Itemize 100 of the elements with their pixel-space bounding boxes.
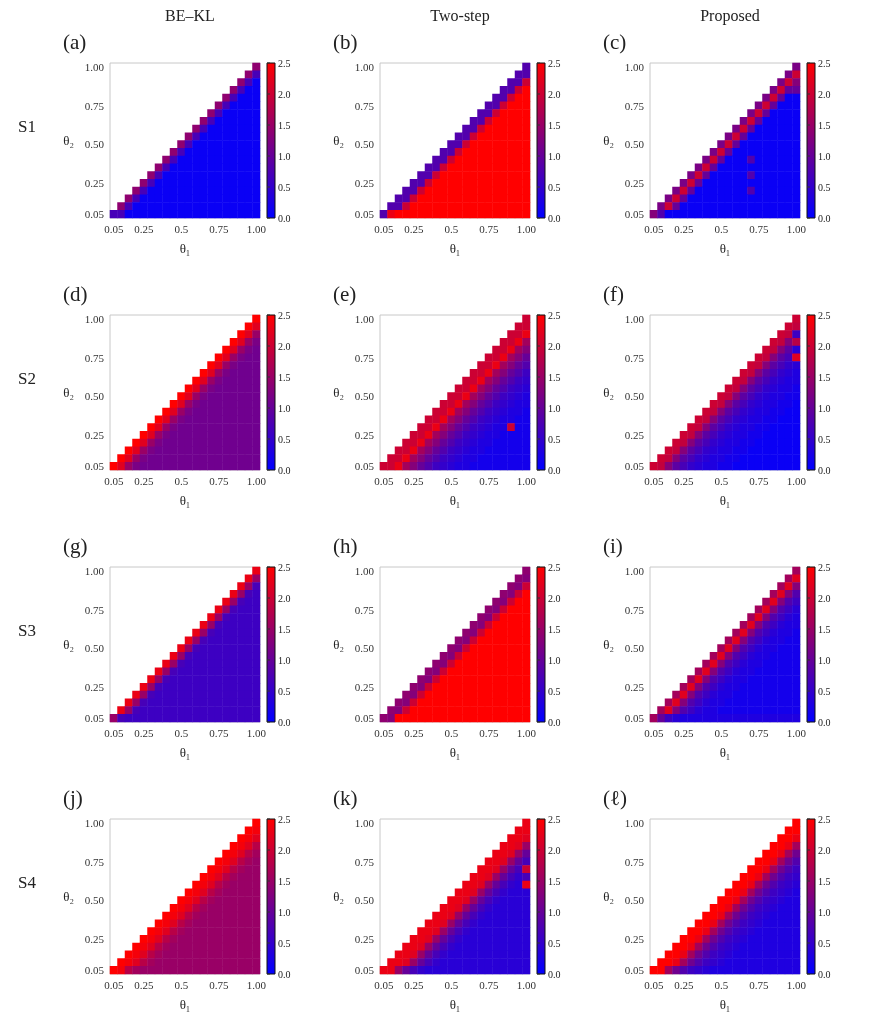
color-bar-label: 2.0 [278, 844, 291, 856]
y-tick-label: 1.00 [354, 816, 375, 829]
y-tick-label: 0.50 [624, 894, 645, 907]
y-tick-label: 0.75 [354, 351, 375, 364]
color-bar-label: 0.5 [818, 181, 831, 193]
y-tick-label: 0.25 [354, 177, 375, 190]
x-axis-title: θ₁ [449, 997, 461, 1012]
y-axis-title: θ₂ [603, 385, 614, 400]
x-tick-label: 0.25 [674, 222, 694, 235]
x-axis-title: θ₁ [449, 493, 461, 508]
chart-title: Proposed [700, 6, 760, 25]
color-bar-label: 1.5 [278, 875, 291, 887]
y-tick-label: 0.25 [354, 933, 375, 946]
y-tick-label: 0.50 [84, 390, 105, 403]
x-tick-label: 0.25 [404, 222, 424, 235]
y-tick-label: 0.50 [354, 642, 375, 655]
x-tick-label: 0.75 [479, 978, 499, 991]
y-tick-label: 0.50 [84, 138, 105, 151]
y-tick-label: 0.05 [354, 964, 375, 977]
chart-subtitle: (c) [603, 29, 627, 54]
x-tick-label: 0.05 [104, 978, 124, 991]
y-tick-label: 0.05 [84, 712, 105, 725]
x-tick-label: 0.5 [444, 222, 459, 235]
y-tick-label: 0.50 [354, 894, 375, 907]
x-tick-label: 0.25 [134, 474, 154, 487]
color-bar-label: 2.0 [548, 340, 561, 352]
y-tick-label: 1.00 [84, 564, 105, 577]
color-bar-label: 2.5 [278, 309, 291, 321]
text: S4 [18, 873, 37, 892]
y-tick-label: 0.75 [84, 855, 105, 868]
color-bar-label: 0.5 [278, 685, 291, 697]
y-tick-label: 0.05 [354, 208, 375, 221]
x-tick-label: 0.05 [644, 726, 664, 739]
color-bar-label: 0.0 [548, 968, 561, 980]
color-bar-label: 0.5 [548, 181, 561, 193]
color-bar-label: 2.0 [548, 592, 561, 604]
y-tick-label: 0.50 [354, 390, 375, 403]
y-tick-label: 0.50 [624, 642, 645, 655]
color-bar-label: 0.0 [548, 464, 561, 476]
color-bar-label: 2.0 [818, 340, 831, 352]
x-tick-label: 0.75 [479, 726, 499, 739]
x-tick-label: 1.00 [246, 474, 267, 487]
x-tick-label: 0.75 [749, 726, 769, 739]
y-tick-label: 0.75 [624, 855, 645, 868]
y-tick-label: 1.00 [354, 564, 375, 577]
y-tick-label: 0.75 [624, 99, 645, 112]
y-tick-label: 0.05 [354, 460, 375, 473]
x-tick-label: 0.75 [749, 222, 769, 235]
y-axis-title: θ₂ [63, 889, 74, 904]
x-tick-label: 1.00 [246, 222, 267, 235]
y-tick-label: 0.25 [624, 429, 645, 442]
y-tick-label: 0.25 [624, 681, 645, 694]
x-tick-label: 0.5 [714, 978, 729, 991]
color-bar-label: 1.0 [548, 402, 561, 414]
x-tick-label: 0.25 [674, 726, 694, 739]
x-tick-label: 0.05 [374, 222, 394, 235]
y-tick-label: 0.50 [624, 390, 645, 403]
color-bar-label: 1.5 [548, 371, 561, 383]
x-axis-title: θ₁ [449, 745, 461, 760]
y-axis-title: θ₂ [63, 637, 74, 652]
y-tick-label: 0.05 [624, 208, 645, 221]
color-bar-label: 2.0 [548, 844, 561, 856]
x-tick-label: 0.25 [674, 978, 694, 991]
x-axis-title: θ₁ [179, 745, 191, 760]
color-bar-label: 1.0 [548, 906, 561, 918]
color-bar-label: 1.5 [818, 119, 831, 131]
x-tick-label: 0.05 [374, 474, 394, 487]
x-axis-title: θ₁ [719, 997, 731, 1012]
color-bar-label: 2.0 [278, 340, 291, 352]
y-axis-title: θ₂ [333, 385, 344, 400]
x-tick-label: 1.00 [786, 474, 807, 487]
x-tick-label: 0.5 [174, 474, 189, 487]
color-bar-label: 1.5 [278, 119, 291, 131]
color-bar-label: 0.0 [818, 212, 831, 224]
x-tick-label: 0.5 [444, 726, 459, 739]
y-tick-label: 0.25 [84, 429, 105, 442]
y-axis-title: θ₂ [603, 133, 614, 148]
x-tick-label: 0.5 [714, 474, 729, 487]
chart-subtitle: (g) [63, 533, 88, 558]
y-tick-label: 0.50 [624, 138, 645, 151]
x-axis-title: θ₁ [719, 493, 731, 508]
y-tick-label: 1.00 [624, 564, 645, 577]
x-tick-label: 0.75 [479, 474, 499, 487]
x-tick-label: 0.05 [644, 474, 664, 487]
text: S3 [18, 621, 36, 640]
y-tick-label: 0.25 [84, 681, 105, 694]
x-tick-label: 0.75 [209, 978, 229, 991]
color-bar-label: 1.5 [278, 623, 291, 635]
y-tick-label: 0.75 [84, 351, 105, 364]
color-bar-label: 0.5 [548, 685, 561, 697]
x-tick-label: 1.00 [786, 978, 807, 991]
color-bar-label: 0.0 [278, 716, 291, 728]
x-tick-label: 0.05 [374, 978, 394, 991]
chart-subtitle: (d) [63, 281, 88, 306]
color-bar-label: 1.5 [548, 119, 561, 131]
x-tick-label: 0.25 [134, 222, 154, 235]
y-tick-label: 1.00 [624, 312, 645, 325]
color-bar-label: 2.0 [278, 88, 291, 100]
x-tick-label: 1.00 [246, 978, 267, 991]
color-bar-label: 1.5 [548, 623, 561, 635]
